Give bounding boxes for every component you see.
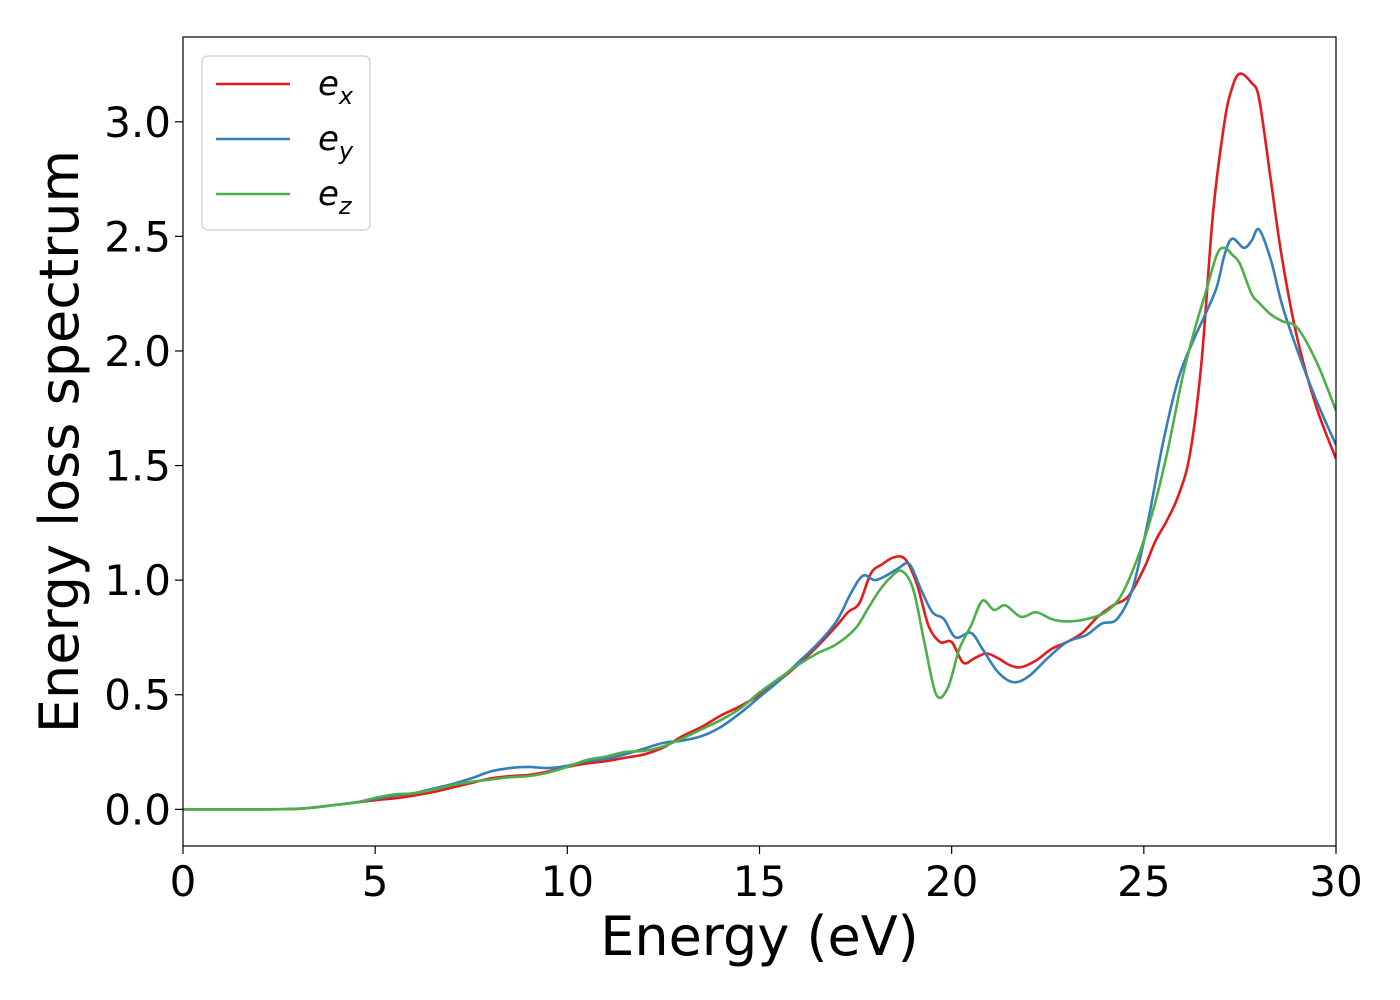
legend-box bbox=[201, 55, 371, 231]
y-tick-label: 2.5 bbox=[104, 212, 171, 261]
y-tick-label: 3.0 bbox=[104, 98, 171, 147]
series-line-e-y bbox=[183, 227, 1336, 811]
legend-label-subscript: y bbox=[338, 137, 354, 165]
y-tick-label: 1.0 bbox=[104, 556, 171, 605]
x-tick-label: 0 bbox=[170, 857, 197, 906]
series-line-e-z bbox=[183, 246, 1336, 811]
x-axis-title: Energy (eV) bbox=[600, 905, 919, 968]
y-axis: 0.0 0.5 1.0 1.5 2.0 2.5 3.0 bbox=[104, 98, 183, 834]
y-axis-title: Energy loss spectrum bbox=[28, 150, 91, 733]
y-tick-label: 2.0 bbox=[104, 327, 171, 376]
legend-label: ex bbox=[318, 64, 354, 110]
legend-label-subscript: x bbox=[338, 82, 354, 110]
legend-label-base: e bbox=[318, 174, 339, 214]
legend-label: ez bbox=[318, 174, 353, 220]
x-tick-label: 10 bbox=[541, 857, 594, 906]
legend-label-base: e bbox=[318, 64, 339, 104]
x-tick-label: 30 bbox=[1309, 857, 1362, 906]
y-tick-label: 1.5 bbox=[104, 442, 171, 491]
x-tick-label: 15 bbox=[733, 857, 786, 906]
legend-label-base: e bbox=[318, 119, 339, 159]
x-axis: 0 5 10 15 20 25 30 bbox=[170, 846, 1363, 906]
x-tick-label: 20 bbox=[925, 857, 978, 906]
y-tick-label: 0.0 bbox=[104, 785, 171, 834]
x-tick-label: 5 bbox=[362, 857, 389, 906]
x-tick-label: 25 bbox=[1117, 857, 1170, 906]
legend-label: ey bbox=[318, 119, 354, 165]
legend-label-subscript: z bbox=[338, 192, 353, 220]
y-tick-label: 0.5 bbox=[104, 671, 171, 720]
series-layer bbox=[183, 72, 1336, 811]
